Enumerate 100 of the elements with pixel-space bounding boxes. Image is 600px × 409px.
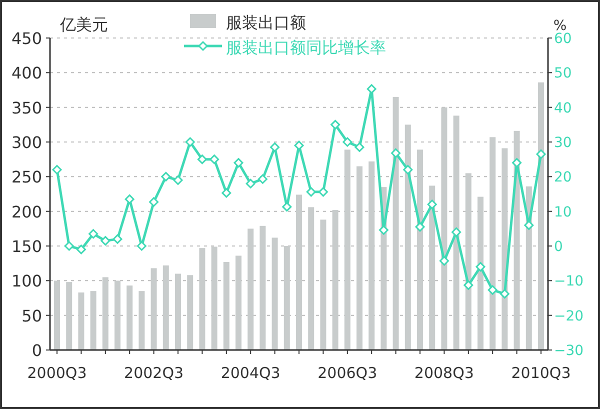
point <box>415 222 425 232</box>
point <box>173 175 183 185</box>
y-tick-label: 0 <box>32 341 42 360</box>
x-tick-label: 2004Q3 <box>220 364 280 382</box>
bar <box>102 277 108 350</box>
bar <box>54 280 60 350</box>
bar <box>78 292 84 350</box>
y2-axis-title: % <box>553 18 567 34</box>
bar <box>502 148 508 350</box>
bar <box>344 150 350 350</box>
point <box>427 200 437 210</box>
y-tick-label: 250 <box>11 168 42 187</box>
y2-tick-label: 30 <box>554 135 572 151</box>
point <box>246 178 256 188</box>
bar <box>441 107 448 350</box>
point <box>330 120 340 130</box>
y-tick-label: 300 <box>11 133 42 152</box>
point <box>391 148 401 158</box>
bar <box>368 161 375 350</box>
bar <box>150 268 157 350</box>
bar <box>417 150 423 350</box>
x-tick-label: 2002Q3 <box>124 364 184 382</box>
y2-tick-label: 50 <box>554 66 572 82</box>
y-tick-label: 100 <box>11 272 42 291</box>
point <box>452 227 462 237</box>
y-tick-label: 450 <box>11 29 42 48</box>
y-tick-label: 400 <box>11 64 42 83</box>
legend-label: 服装出口额同比增长率 <box>226 38 386 57</box>
bar <box>114 280 120 350</box>
point <box>112 234 122 244</box>
point <box>354 142 364 152</box>
bar <box>223 262 230 350</box>
y2-tick-label: 20 <box>554 170 572 186</box>
point <box>185 137 195 147</box>
bar <box>90 291 96 350</box>
point <box>124 194 134 204</box>
bar <box>538 82 544 350</box>
bar <box>126 286 133 350</box>
y2-tick-label: −30 <box>554 343 584 359</box>
point <box>512 158 522 168</box>
bar <box>356 166 362 350</box>
point <box>88 229 98 239</box>
bar <box>320 220 326 350</box>
point <box>197 154 207 164</box>
point <box>282 202 292 212</box>
point <box>536 149 546 159</box>
bar <box>453 116 460 350</box>
point <box>378 225 388 235</box>
point <box>222 188 232 198</box>
bar <box>236 256 242 350</box>
bar <box>187 275 194 350</box>
bar <box>490 137 496 350</box>
x-tick-label: 2000Q3 <box>27 364 87 382</box>
bar <box>392 96 399 350</box>
bar <box>260 226 266 350</box>
point <box>270 142 280 152</box>
point <box>76 244 86 254</box>
bar <box>284 246 290 350</box>
point <box>258 174 268 184</box>
x-tick-label: 2010Q3 <box>511 364 571 382</box>
bar <box>429 186 436 350</box>
bar <box>296 194 302 350</box>
bar <box>272 238 278 350</box>
y2-tick-label: 10 <box>554 204 572 220</box>
y2-tick-label: −10 <box>554 274 584 290</box>
bar <box>332 210 338 350</box>
bar <box>162 265 169 350</box>
y2-tick-label: 0 <box>554 239 563 255</box>
bar <box>465 173 472 350</box>
bar <box>175 274 181 350</box>
bar <box>248 228 254 350</box>
y-tick-label: 150 <box>11 237 42 256</box>
legend-label: 服装出口额 <box>226 13 306 32</box>
point <box>524 220 534 230</box>
bar <box>66 282 72 350</box>
y2-tick-label: 40 <box>554 100 572 116</box>
y2-tick-label: −20 <box>554 308 584 324</box>
y-tick-label: 350 <box>11 98 42 118</box>
point <box>52 164 62 174</box>
point <box>294 140 304 150</box>
y-tick-label: 50 <box>22 306 42 326</box>
bar <box>478 196 484 350</box>
bar <box>308 207 314 350</box>
y2-tick-label: 60 <box>554 31 572 47</box>
bar <box>404 124 411 350</box>
point <box>100 236 110 246</box>
point <box>342 137 352 147</box>
point <box>64 241 74 251</box>
point <box>464 280 474 290</box>
point <box>403 164 413 174</box>
point <box>149 197 159 207</box>
x-tick-label: 2008Q3 <box>414 364 474 382</box>
point <box>210 154 220 164</box>
point <box>318 187 328 197</box>
point <box>234 158 244 168</box>
bar <box>199 248 206 350</box>
point <box>439 256 449 266</box>
y-tick-label: 200 <box>11 202 42 222</box>
x-tick-label: 2006Q3 <box>318 364 378 382</box>
point <box>306 187 316 197</box>
